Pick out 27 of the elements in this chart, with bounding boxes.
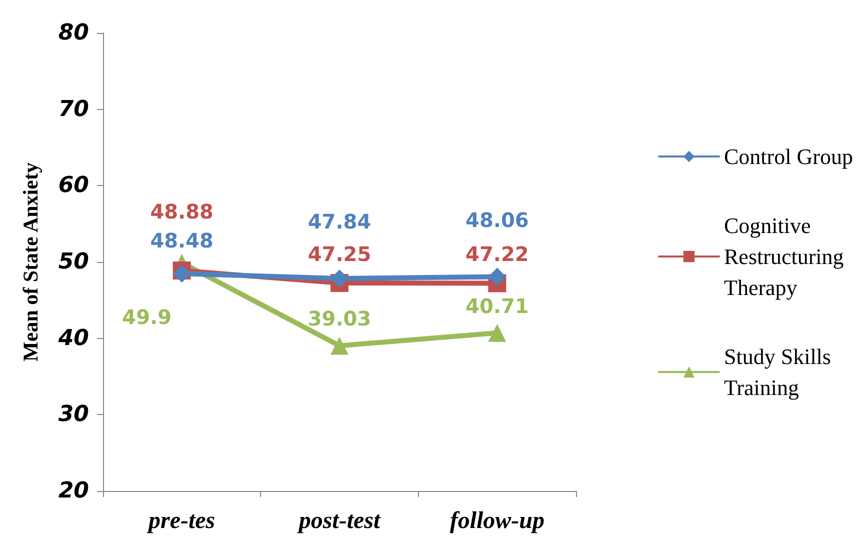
x-tick-label: follow-up [450,508,545,534]
point [488,324,506,342]
data-label: 48.88 [150,200,214,224]
y-tick-label: 20 [58,478,89,504]
data-label: 47.22 [466,242,529,266]
legend-label: Study Skills Training [724,344,836,400]
y-tick-label: 70 [58,96,89,122]
data-label: 47.25 [308,242,372,266]
data-label: 48.48 [150,228,214,253]
point [330,336,348,355]
data-label: 40.71 [466,294,529,318]
data-label: 48.06 [466,208,529,232]
y-tick-label: 80 [58,20,89,46]
legend-label: Cognitive Restructuring Therapy [724,213,850,300]
x-tick-label: post-test [296,508,382,534]
point [172,264,191,283]
y-tick-label: 40 [57,326,89,351]
data-label: 49.9 [122,304,172,329]
y-axis-title: Mean of State Anxiety [18,162,42,362]
y-tick-label: 60 [58,173,89,198]
data-label: 47.84 [308,209,372,234]
legend-label: Control Group [724,144,853,169]
y-tick-label: 30 [58,402,89,428]
data-label: 39.03 [308,306,372,331]
y-tick-label: 50 [58,250,89,274]
point [330,269,348,288]
x-tick-label: pre-tes [146,508,216,534]
